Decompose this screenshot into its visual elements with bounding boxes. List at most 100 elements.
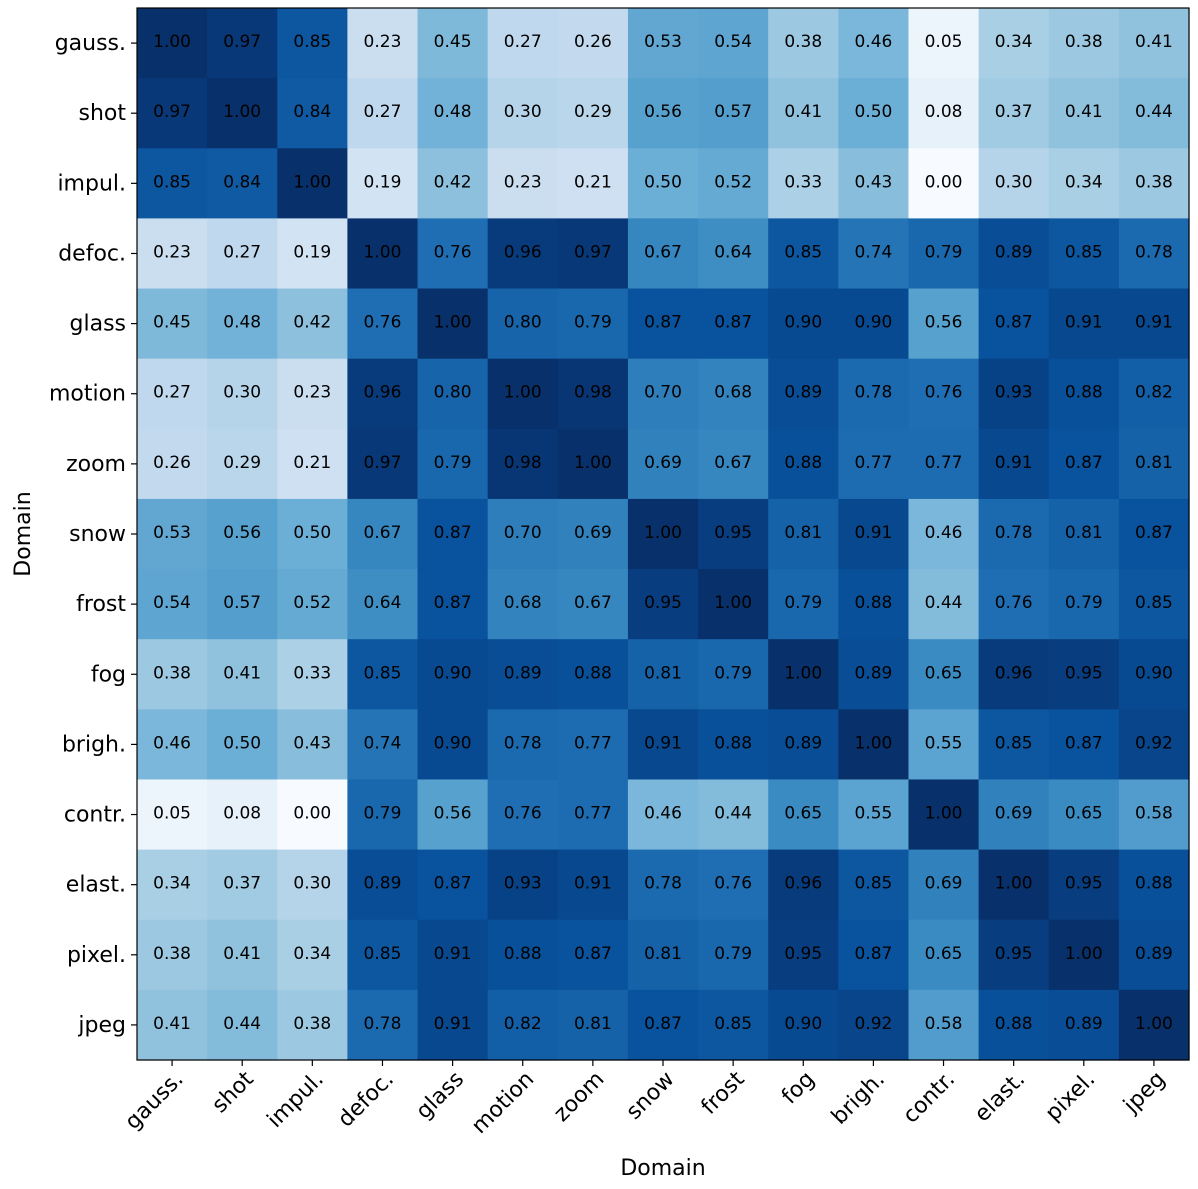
heatmap-cell-elast-defoc [347,849,419,921]
cell-value-label: 0.78 [364,1014,402,1034]
heatmap-cell-impul-defoc [347,148,419,219]
cell-value-label: 0.45 [153,313,191,333]
cell-value-label: 0.93 [995,383,1033,403]
heatmap-cell-shot-defoc [347,78,419,149]
heatmap-cell-motion-snow [627,358,699,430]
cell-value-label: 0.79 [714,663,752,683]
heatmap-cell-brigh-contr [908,709,980,781]
y-tick-label-brigh: brigh. [62,732,126,757]
heatmap-cell-fog-motion [487,639,559,710]
cell-value-label: 0.85 [784,242,822,262]
cell-value-label: 0.77 [854,453,892,473]
cell-value-label: 1.00 [854,733,892,753]
cell-value-label: 0.53 [153,523,191,543]
heatmap-cell-jpeg-fog [768,989,839,1061]
cell-value-label: 0.97 [364,453,402,473]
heatmap-cell-frost-impul [277,569,348,640]
heatmap-cell-gauss-glass [417,8,489,79]
heatmap-cell-zoom-motion [487,428,559,500]
heatmap-cell-brigh-fog [768,709,839,781]
cell-value-label: 0.30 [504,102,542,122]
cell-value-label: 0.78 [1135,242,1173,262]
heatmap-cell-impul-motion [487,148,559,219]
heatmap-cell-impul-shot [207,148,278,219]
cell-value-label: 0.89 [995,242,1033,262]
cell-value-label: 0.68 [504,593,542,613]
heatmap-cell-elast-impul [277,849,348,921]
heatmap-cell-fog-gauss [137,639,208,710]
heatmap-cell-elast-frost [698,849,769,921]
cell-value-label: 0.76 [504,804,542,824]
heatmap-cell-fog-elast [978,639,1050,710]
heatmap-cell-frost-gauss [137,569,208,640]
cell-value-label: 0.96 [504,242,542,262]
cell-value-label: 0.79 [714,944,752,964]
heatmap-cell-glass-impul [277,288,348,360]
heatmap-cell-snow-motion [487,498,559,570]
heatmap-cell-contr-frost [698,779,769,851]
heatmap-cell-shot-zoom [557,78,629,149]
y-tick-label-frost: frost [76,592,126,617]
cell-value-label: 1.00 [1065,944,1103,964]
heatmap-cell-shot-fog [768,78,839,149]
cell-value-label: 0.42 [293,313,331,333]
heatmap-cell-pixel-frost [698,919,769,991]
heatmap-cell-contr-defoc [347,779,419,851]
heatmap-cell-brigh-gauss [137,709,208,781]
cell-value-label: 0.88 [1065,383,1103,403]
heatmap-cell-impul-pixel [1048,148,1120,219]
heatmap-cell-brigh-brigh [838,709,910,781]
cell-value-label: 0.58 [1135,804,1173,824]
x-tick-label-pixel: pixel. [1041,1067,1100,1126]
cell-value-label: 0.98 [574,383,612,403]
cell-value-label: 0.38 [153,944,191,964]
cell-value-label: 0.93 [504,874,542,894]
heatmap-cell-gauss-zoom [557,8,629,79]
heatmap-cell-zoom-impul [277,428,348,500]
heatmap-cell-brigh-jpeg [1118,709,1190,781]
heatmap-cell-pixel-gauss [137,919,208,991]
heatmap-cell-glass-defoc [347,288,419,360]
heatmap-cell-glass-brigh [838,288,910,360]
cell-value-label: 0.89 [364,874,402,894]
heatmap-cell-snow-gauss [137,498,208,570]
cell-value-label: 0.78 [854,383,892,403]
heatmap-cell-defoc-gauss [137,218,208,290]
heatmap-cell-glass-contr [908,288,980,360]
heatmap-cell-frost-jpeg [1118,569,1190,640]
cell-value-label: 0.67 [714,453,752,473]
cell-value-label: 0.45 [434,32,472,52]
cell-value-label: 0.82 [1135,383,1173,403]
y-tick-label-impul: impul. [57,171,126,196]
cell-value-label: 0.23 [153,242,191,262]
heatmap-cell-zoom-brigh [838,428,910,500]
cell-value-label: 0.41 [1065,102,1103,122]
heatmap-cell-snow-frost [698,498,769,570]
heatmap-cells [137,8,1190,1061]
heatmap-cell-motion-zoom [557,358,629,430]
cell-value-label: 0.79 [574,313,612,333]
cell-value-label: 0.34 [1065,172,1103,192]
heatmap-cell-frost-defoc [347,569,419,640]
cell-value-label: 1.00 [223,102,261,122]
cell-value-label: 0.87 [644,1014,682,1034]
cell-value-label: 1.00 [714,593,752,613]
cell-value-label: 0.88 [1135,874,1173,894]
cell-value-label: 0.46 [153,733,191,753]
cell-value-label: 0.65 [784,804,822,824]
heatmap-cell-defoc-zoom [557,218,629,290]
cell-value-label: 0.80 [504,313,542,333]
x-axis-title: Domain [620,1156,705,1181]
heatmap-cell-gauss-jpeg [1118,8,1190,79]
cell-value-label: 0.89 [1065,1014,1103,1034]
x-tick-label-contr: contr. [898,1067,960,1129]
cell-value-label: 0.91 [644,733,682,753]
heatmap-cell-jpeg-gauss [137,989,208,1061]
heatmap-cell-defoc-glass [417,218,489,290]
heatmap-cell-jpeg-frost [698,989,769,1061]
cell-value-label: 0.56 [223,523,261,543]
heatmap-cell-snow-pixel [1048,498,1120,570]
heatmap-cell-elast-shot [207,849,278,921]
cell-value-label: 0.38 [1135,172,1173,192]
cell-value-label: 0.87 [574,944,612,964]
